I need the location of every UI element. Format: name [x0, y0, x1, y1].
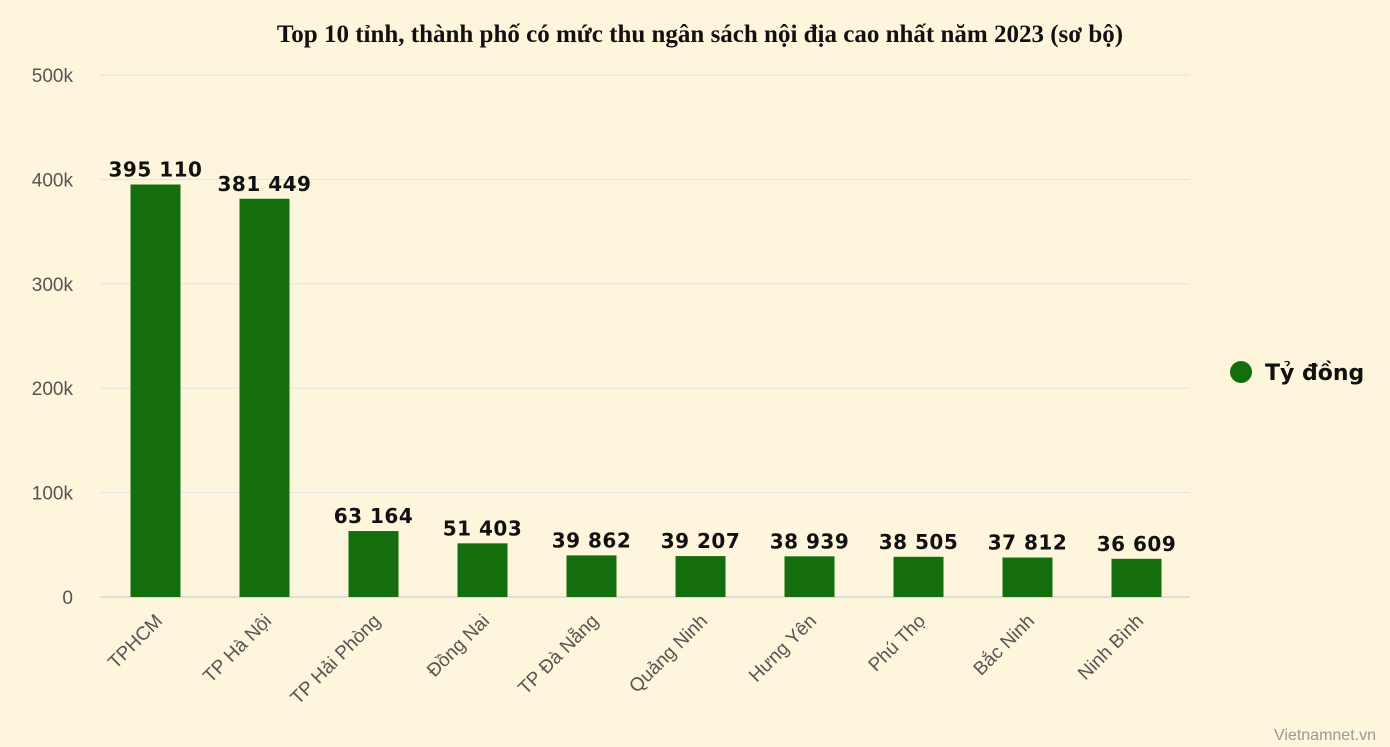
- x-tick-label: TP Đà Nẵng: [515, 611, 604, 700]
- y-axis-ticks: 0 100k 200k 300k 400k 500k: [32, 66, 74, 609]
- bar[interactable]: [566, 555, 617, 597]
- data-label: 63 164: [334, 504, 414, 528]
- x-axis-labels: TPHCM TP Hà Nội TP Hải Phòng Đồng Nai TP Đà …: [104, 610, 1148, 709]
- bar[interactable]: [239, 198, 290, 597]
- bar[interactable]: [457, 543, 508, 597]
- data-label: 36 609: [1097, 532, 1177, 556]
- data-label: 38 505: [879, 530, 959, 554]
- y-tick-label: 100k: [32, 484, 74, 505]
- bar[interactable]: [1111, 558, 1162, 597]
- data-label: 39 862: [552, 528, 632, 552]
- bar[interactable]: [893, 556, 944, 597]
- bar[interactable]: [1002, 557, 1053, 597]
- x-tick-label: Hưng Yên: [745, 611, 821, 687]
- legend-label: Tỷ đồng: [1265, 361, 1364, 386]
- data-label: 37 812: [988, 531, 1068, 555]
- data-label: 39 207: [661, 529, 741, 553]
- x-tick-label: TPHCM: [104, 611, 167, 674]
- chart-title: Top 10 tỉnh, thành phố có mức thu ngân s…: [277, 21, 1123, 48]
- value-labels: 395 110 381 449 63 164 51 403 39 862 39 207 38…: [109, 158, 1177, 556]
- bars: [130, 184, 1162, 597]
- data-label: 51 403: [443, 516, 523, 540]
- bar[interactable]: [675, 556, 726, 597]
- data-label: 38 939: [770, 529, 850, 553]
- x-tick-label: TP Hải Phòng: [287, 611, 385, 709]
- legend[interactable]: Tỷ đồng: [1230, 361, 1364, 386]
- bar[interactable]: [348, 531, 399, 597]
- data-label: 395 110: [109, 158, 203, 182]
- bar[interactable]: [784, 556, 835, 597]
- y-tick-label: 400k: [32, 170, 74, 191]
- legend-marker: [1230, 361, 1252, 383]
- credit-text: Vietnamnet.vn: [1274, 727, 1376, 744]
- y-tick-label: 0: [62, 588, 73, 609]
- y-tick-label: 500k: [32, 66, 74, 87]
- x-tick-label: Quảng Ninh: [625, 611, 712, 698]
- y-tick-label: 300k: [32, 275, 74, 296]
- x-tick-label: Đồng Nai: [423, 611, 494, 682]
- x-tick-label: Bắc Ninh: [969, 610, 1039, 680]
- data-label: 381 449: [218, 172, 312, 196]
- x-tick-label: Phú Thọ: [865, 611, 930, 676]
- x-tick-label: TP Hà Nội: [199, 611, 276, 688]
- y-tick-label: 200k: [32, 379, 74, 400]
- bar[interactable]: [130, 184, 181, 597]
- x-tick-label: Ninh Bình: [1074, 611, 1148, 685]
